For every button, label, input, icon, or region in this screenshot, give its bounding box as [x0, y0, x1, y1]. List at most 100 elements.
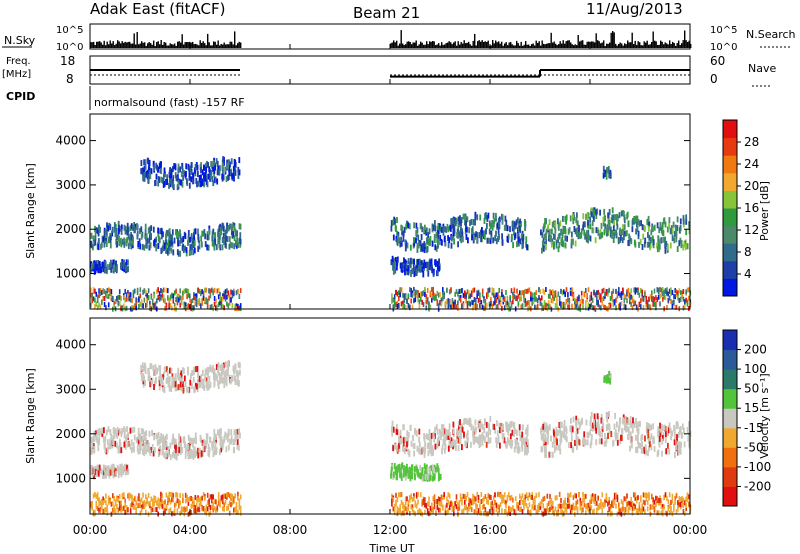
scatter-cell	[459, 231, 461, 238]
scatter-cell	[98, 501, 100, 507]
scatter-cell	[658, 239, 660, 246]
scatter-cell	[534, 505, 536, 511]
scatter-cell	[396, 497, 399, 502]
scatter-cell	[446, 496, 448, 502]
scatter-cell	[595, 213, 598, 220]
scatter-cell	[186, 497, 188, 502]
scatter-cell	[425, 305, 428, 311]
scatter-cell	[420, 246, 422, 253]
scatter-cell	[131, 305, 133, 311]
scatter-cell	[495, 441, 498, 448]
scatter-cell	[468, 497, 470, 503]
scatter-cell	[404, 474, 407, 481]
scatter-cell	[442, 296, 444, 302]
noise-bar	[133, 33, 135, 48]
scatter-cell	[200, 499, 202, 505]
scatter-cell	[481, 498, 484, 504]
scatter-cell	[202, 492, 205, 497]
scatter-cell	[651, 296, 653, 302]
scatter-cell	[514, 509, 517, 515]
scatter-cell	[406, 467, 408, 474]
scatter-cell	[486, 293, 488, 299]
scatter-cell	[617, 237, 620, 244]
scatter-cell	[205, 510, 208, 516]
scatter-cell	[157, 503, 159, 508]
scatter-cell	[102, 295, 104, 301]
noise-bar	[94, 45, 96, 48]
scatter-cell	[429, 467, 431, 474]
scatter-cell	[679, 218, 682, 225]
noise-bar	[195, 43, 197, 48]
scatter-cell	[148, 237, 151, 244]
scatter-cell	[138, 496, 140, 502]
noise-bar	[537, 42, 539, 48]
scatter-cell	[169, 454, 172, 461]
scatter-cell	[673, 300, 675, 306]
scatter-cell	[413, 510, 415, 516]
scatter-cell	[477, 498, 480, 503]
scatter-cell	[465, 418, 468, 425]
scatter-cell	[191, 305, 194, 311]
scatter-cell	[120, 504, 122, 510]
scatter-cell	[512, 299, 514, 305]
scatter-cell	[206, 181, 209, 188]
scatter-cell	[406, 496, 408, 502]
scatter-cell	[671, 235, 674, 242]
scatter-cell	[578, 228, 580, 234]
noise-bar	[454, 41, 456, 48]
scatter-cell	[131, 427, 134, 434]
scatter-cell	[405, 466, 407, 473]
scatter-cell	[497, 292, 499, 298]
scatter-cell	[187, 366, 189, 373]
scatter-cell	[564, 215, 567, 222]
noise-bar	[391, 42, 393, 48]
scatter-cell	[180, 179, 182, 186]
scatter-cell	[144, 233, 147, 240]
noise-bar	[91, 42, 93, 48]
scatter-cell	[549, 293, 551, 299]
scatter-cell	[149, 381, 152, 388]
noise-bar	[591, 41, 593, 48]
scatter-cell	[472, 499, 474, 504]
noise-bar	[220, 43, 222, 48]
scatter-cell	[96, 496, 99, 501]
scatter-cell	[98, 260, 101, 267]
scatter-cell	[201, 495, 203, 501]
scatter-cell	[170, 177, 173, 184]
scatter-cell	[547, 224, 550, 231]
scatter-cell	[426, 510, 429, 516]
scatter-cell	[138, 238, 141, 245]
noise-bar	[550, 32, 552, 48]
noise-bar	[637, 41, 639, 48]
scatter-cell	[424, 465, 427, 472]
scatter-cell	[616, 497, 619, 503]
scatter-cell	[214, 441, 217, 448]
scatter-cell	[608, 219, 611, 226]
scatter-cell	[526, 448, 528, 455]
scatter-cell	[479, 292, 481, 298]
scatter-cell	[408, 223, 411, 230]
scatter-cell	[624, 507, 627, 512]
scatter-cell	[173, 377, 176, 384]
scatter-cell	[390, 426, 393, 433]
noise-bar	[451, 44, 453, 48]
scatter-cell	[587, 502, 590, 508]
noise-bar	[144, 42, 146, 48]
scatter-cell	[483, 298, 485, 304]
noise-bar	[213, 41, 215, 48]
scatter-cell	[110, 433, 113, 440]
scatter-cell	[202, 381, 205, 388]
scatter-cell	[135, 500, 137, 506]
scatter-cell	[497, 217, 500, 224]
station-title: Adak East (fitACF)	[90, 0, 225, 18]
scatter-cell	[558, 491, 561, 497]
scatter-cell	[688, 222, 691, 229]
scatter-cell	[488, 287, 491, 293]
noise-bar	[529, 45, 531, 48]
scatter-cell	[561, 509, 564, 515]
scatter-cell	[658, 227, 661, 234]
scatter-cell	[675, 509, 678, 515]
scatter-cell	[169, 507, 172, 513]
scatter-cell	[151, 304, 154, 310]
scatter-cell	[189, 293, 191, 299]
